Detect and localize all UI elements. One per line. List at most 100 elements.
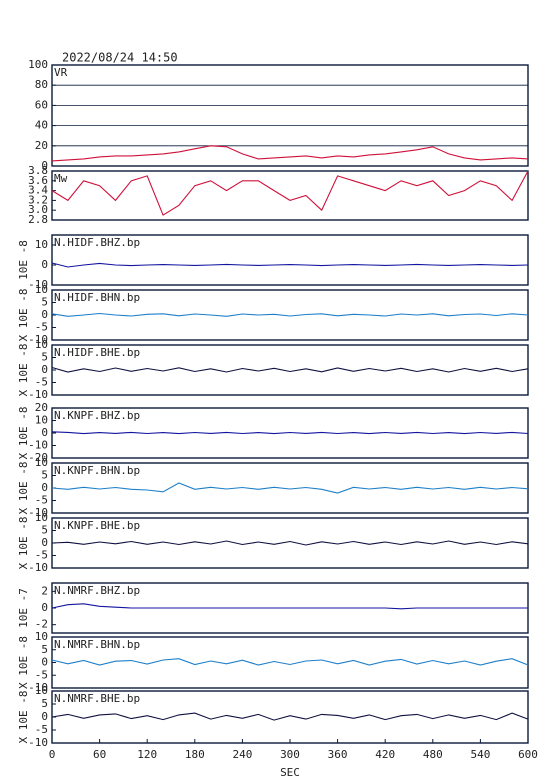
y-tick-label: 10 [35, 630, 48, 643]
trace [51, 603, 528, 610]
y-tick-label: 40 [35, 119, 48, 132]
trace [51, 145, 529, 162]
x-tick-label: 300 [280, 748, 300, 761]
y-tick-label: 0 [41, 308, 48, 321]
y-tick-label: -10 [28, 333, 48, 346]
trace [51, 170, 529, 216]
y-tick-label: 5 [41, 697, 48, 710]
y-tick-label: -10 [28, 278, 48, 291]
trace-label: N.NMRF.BHE.bp [54, 692, 140, 705]
y-axis-label: X 10E -8 [17, 289, 30, 342]
y-tick-label: -5 [35, 668, 48, 681]
y-tick-label: -5 [35, 494, 48, 507]
y-tick-label: -10 [28, 561, 48, 574]
y-axis-label: X 10E -8 [17, 462, 30, 515]
y-axis-label: X 10E -8 [17, 517, 30, 570]
y-tick-label: 10 [35, 338, 48, 351]
y-tick-label: -10 [28, 736, 48, 749]
y-tick-label: 100 [28, 58, 48, 71]
x-tick-label: 600 [518, 748, 538, 761]
y-tick-label: 3.0 [28, 203, 48, 216]
y-tick-label: 0 [41, 363, 48, 376]
y-tick-label: -10 [28, 681, 48, 694]
y-tick-label: 5 [41, 524, 48, 537]
y-tick-label: 10 [35, 511, 48, 524]
y-tick-label: 0 [41, 710, 48, 723]
y-tick-label: 10 [35, 414, 48, 427]
y-tick-label: 0 [41, 258, 48, 271]
x-tick-label: 240 [232, 748, 252, 761]
trace-label: N.HIDF.BHZ.bp [54, 236, 140, 249]
trace [51, 262, 529, 268]
trace-label: N.HIDF.BHN.bp [54, 291, 140, 304]
y-tick-label: 2.8 [28, 213, 48, 226]
x-tick-label: 120 [137, 748, 157, 761]
y-tick-label: -2 [35, 618, 48, 631]
y-tick-label: 0 [41, 656, 48, 669]
trace [51, 431, 529, 435]
trace [51, 712, 529, 721]
y-tick-label: 0 [41, 536, 48, 549]
trace-label: N.KNPF.BHN.bp [54, 464, 140, 477]
y-tick-label: -10 [28, 506, 48, 519]
y-axis-label: 10E -7 [17, 588, 30, 628]
trace-label: VR [54, 66, 68, 79]
y-tick-label: 5 [41, 351, 48, 364]
trace [51, 366, 529, 373]
y-tick-label: -10 [28, 388, 48, 401]
y-tick-label: -5 [35, 549, 48, 562]
y-tick-label: 5 [41, 296, 48, 309]
trace [51, 658, 529, 666]
y-tick-label: 10 [35, 283, 48, 296]
y-tick-label: -10 [28, 439, 48, 452]
title: 2022/08/24 14:50 [62, 51, 178, 65]
y-tick-label: 0 [41, 601, 48, 614]
y-tick-label: 3.2 [28, 193, 48, 206]
y-tick-label: 0 [41, 426, 48, 439]
y-tick-label: -5 [35, 376, 48, 389]
trace-label: N.HIDF.BHE.bp [54, 346, 140, 359]
trace [51, 540, 529, 546]
y-tick-label: -20 [28, 451, 48, 464]
y-axis-label: X 10E -8 [17, 636, 30, 689]
trace-label: N.NMRF.BHZ.bp [54, 584, 140, 597]
y-tick-label: 60 [35, 98, 48, 111]
trace [51, 482, 529, 494]
y-tick-label: -5 [35, 321, 48, 334]
trace-label: N.KNPF.BHE.bp [54, 519, 140, 532]
y-tick-label: 3.6 [28, 174, 48, 187]
trace-label: Mw [54, 172, 68, 185]
y-tick-label: 0 [41, 159, 48, 172]
y-axis-label: 10E -8 [17, 240, 30, 280]
y-tick-label: 3.4 [28, 184, 48, 197]
x-tick-label: 180 [185, 748, 205, 761]
y-tick-label: 0 [41, 481, 48, 494]
y-tick-label: 80 [35, 78, 48, 91]
y-tick-label: 3.8 [28, 164, 48, 177]
x-tick-label: 0 [49, 748, 56, 761]
x-tick-label: 480 [423, 748, 443, 761]
y-tick-label: -5 [35, 723, 48, 736]
x-axis-label: SEC [280, 766, 300, 779]
y-axis-label: X 10E -8 [17, 407, 30, 460]
y-tick-label: 10 [35, 684, 48, 697]
trace [51, 312, 529, 317]
y-axis-label: X 10E -8 [17, 344, 30, 397]
panel-frame [51, 234, 529, 286]
panel-frame [51, 64, 529, 167]
y-tick-label: 2 [41, 584, 48, 597]
panel-frame [51, 170, 529, 221]
y-tick-label: 20 [35, 139, 48, 152]
trace-label: N.NMRF.BHN.bp [54, 638, 140, 651]
x-tick-label: 60 [93, 748, 106, 761]
panel-frame [51, 636, 529, 689]
x-tick-label: 540 [470, 748, 490, 761]
y-axis-label: X 10E -8 [17, 691, 30, 744]
y-tick-label: 5 [41, 469, 48, 482]
x-tick-label: 420 [375, 748, 395, 761]
y-tick-label: 20 [35, 401, 48, 414]
y-tick-label: 10 [35, 456, 48, 469]
y-tick-label: 10 [35, 238, 48, 251]
panel-frame [51, 344, 529, 396]
